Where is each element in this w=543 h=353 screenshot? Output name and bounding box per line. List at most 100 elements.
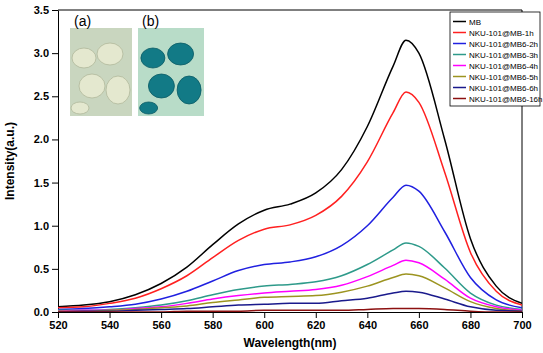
- y-tick-label: 0.0: [34, 306, 49, 318]
- y-axis-title: Intensity(a.u.): [3, 122, 17, 200]
- x-tick-label: 620: [307, 319, 325, 331]
- x-tick-mark: [213, 312, 214, 318]
- series-line: [58, 291, 522, 312]
- y-tick-mark: [52, 226, 58, 227]
- y-tick-mark: [52, 183, 58, 184]
- inset-crystal: [168, 43, 194, 65]
- inset-crystal: [72, 48, 96, 68]
- legend-swatch: [453, 54, 466, 56]
- chart: 520 540 560 580 600 620 640 660 680 700 0.0 0.5 1.0 1…: [0, 0, 543, 353]
- series-line: [58, 243, 522, 310]
- legend-swatch: [453, 32, 466, 34]
- x-axis-line: [59, 312, 523, 313]
- y-tick-mark: [52, 269, 58, 270]
- x-tick: 560: [152, 312, 170, 331]
- x-tick: 540: [101, 312, 119, 331]
- x-axis: 520 540 560 580 600 620 640 660 680 700: [49, 312, 531, 331]
- inset-crystal: [177, 76, 201, 104]
- x-tick-label: 520: [49, 319, 67, 331]
- inset-label: (a): [74, 13, 91, 29]
- x-tick: 660: [410, 312, 428, 331]
- x-tick: 640: [359, 312, 377, 331]
- legend-swatch: [453, 43, 466, 45]
- legend-label: NKU-101@MB6-4h: [469, 62, 538, 71]
- legend-swatch: [453, 65, 466, 67]
- y-tick-mark: [52, 10, 58, 11]
- x-axis-title: Wavelength(nm): [244, 336, 337, 350]
- x-tick: 620: [307, 312, 325, 331]
- y-tick-label: 3.0: [34, 47, 49, 59]
- legend-swatch: [453, 87, 466, 89]
- y-tick-label: 0.5: [34, 263, 49, 275]
- y-tick-label: 2.0: [34, 133, 49, 145]
- inset-crystal: [71, 102, 89, 114]
- legend-box: [450, 12, 540, 106]
- x-tick-mark: [522, 312, 523, 318]
- x-tick-mark: [419, 312, 420, 318]
- legend-label: NKU-101@MB6-3h: [469, 51, 538, 60]
- inset-crystal: [140, 102, 158, 114]
- y-tick: 0.0: [34, 306, 58, 318]
- x-tick-mark: [264, 312, 265, 318]
- y-axis-line: [58, 11, 59, 313]
- y-tick: 1.0: [34, 220, 58, 232]
- inset-background: [70, 28, 132, 116]
- x-tick-mark: [367, 312, 368, 318]
- y-tick: 2.5: [34, 90, 58, 102]
- y-tick-label: 1.5: [34, 177, 49, 189]
- legend-label: NKU-101@MB6-6h: [469, 84, 538, 93]
- inset-crystal: [106, 76, 130, 104]
- y-tick-label: 2.5: [34, 90, 49, 102]
- y-tick: 3.0: [34, 47, 58, 59]
- x-tick: 680: [462, 312, 480, 331]
- inset-crystal: [141, 48, 165, 68]
- x-tick-label: 680: [462, 319, 480, 331]
- legend: MB NKU-101@MB-1h NKU-101@MB6-2h NKU-101@MB6…: [450, 12, 542, 106]
- x-tick-mark: [316, 312, 317, 318]
- x-tick: 700: [513, 312, 531, 331]
- legend-label: NKU-101@MB6-16h: [469, 95, 542, 104]
- series-line: [58, 309, 522, 312]
- y-axis: 0.0 0.5 1.0 1.5 2.0 2.5 3.0 3.5: [34, 4, 59, 318]
- legend-swatch: [453, 21, 466, 23]
- legend-swatch: [453, 98, 466, 100]
- y-tick-mark: [52, 312, 58, 313]
- y-tick: 2.0: [34, 133, 58, 145]
- x-tick: 600: [256, 312, 274, 331]
- inset-background: [138, 28, 204, 116]
- y-tick-label: 3.5: [34, 4, 49, 16]
- x-tick-mark: [110, 312, 111, 318]
- y-tick-mark: [52, 53, 58, 54]
- inset-crystal: [79, 74, 105, 98]
- legend-label: NKU-101@MB6-2h: [469, 40, 538, 49]
- x-tick-label: 600: [256, 319, 274, 331]
- x-tick-label: 540: [101, 319, 119, 331]
- x-tick-label: 660: [410, 319, 428, 331]
- y-tick: 3.5: [34, 4, 58, 16]
- x-tick-label: 700: [513, 319, 531, 331]
- y-tick-mark: [52, 139, 58, 140]
- x-tick-label: 580: [204, 319, 222, 331]
- y-tick-label: 1.0: [34, 220, 49, 232]
- y-tick: 1.5: [34, 177, 58, 189]
- series-line: [58, 274, 522, 311]
- legend-label: NKU-101@MB-1h: [469, 29, 534, 38]
- y-tick-mark: [52, 96, 58, 97]
- inset-label: (b): [142, 13, 159, 29]
- inset-photo: [70, 28, 132, 116]
- legend-label: NKU-101@MB6-5h: [469, 73, 538, 82]
- x-tick-mark: [58, 312, 59, 318]
- x-tick-label: 640: [359, 319, 377, 331]
- x-tick-mark: [161, 312, 162, 318]
- x-tick-label: 560: [152, 319, 170, 331]
- legend-label: MB: [469, 18, 481, 27]
- x-tick: 520: [49, 312, 67, 331]
- inset-crystal: [148, 74, 174, 98]
- inset-crystal: [97, 43, 123, 65]
- y-tick: 0.5: [34, 263, 58, 275]
- x-tick: 580: [204, 312, 222, 331]
- legend-swatch: [453, 76, 466, 78]
- x-tick-mark: [470, 312, 471, 318]
- series-line: [58, 260, 522, 311]
- frame-top: [58, 10, 522, 11]
